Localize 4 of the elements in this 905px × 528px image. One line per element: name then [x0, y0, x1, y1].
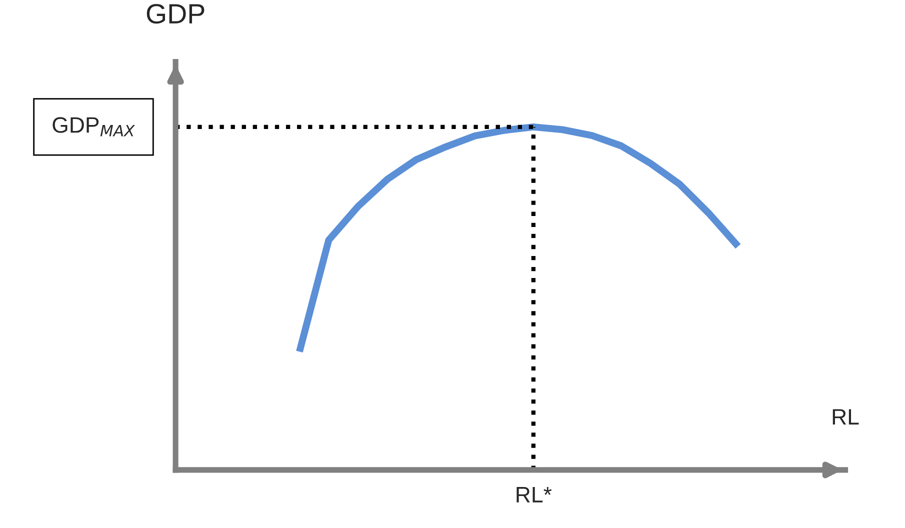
y-axis-title: GDP	[146, 4, 204, 24]
x-axis-title: RL	[832, 409, 859, 424]
ref-line-label: GDP$_{MAX}$	[52, 117, 135, 136]
text: RL*	[516, 487, 552, 502]
